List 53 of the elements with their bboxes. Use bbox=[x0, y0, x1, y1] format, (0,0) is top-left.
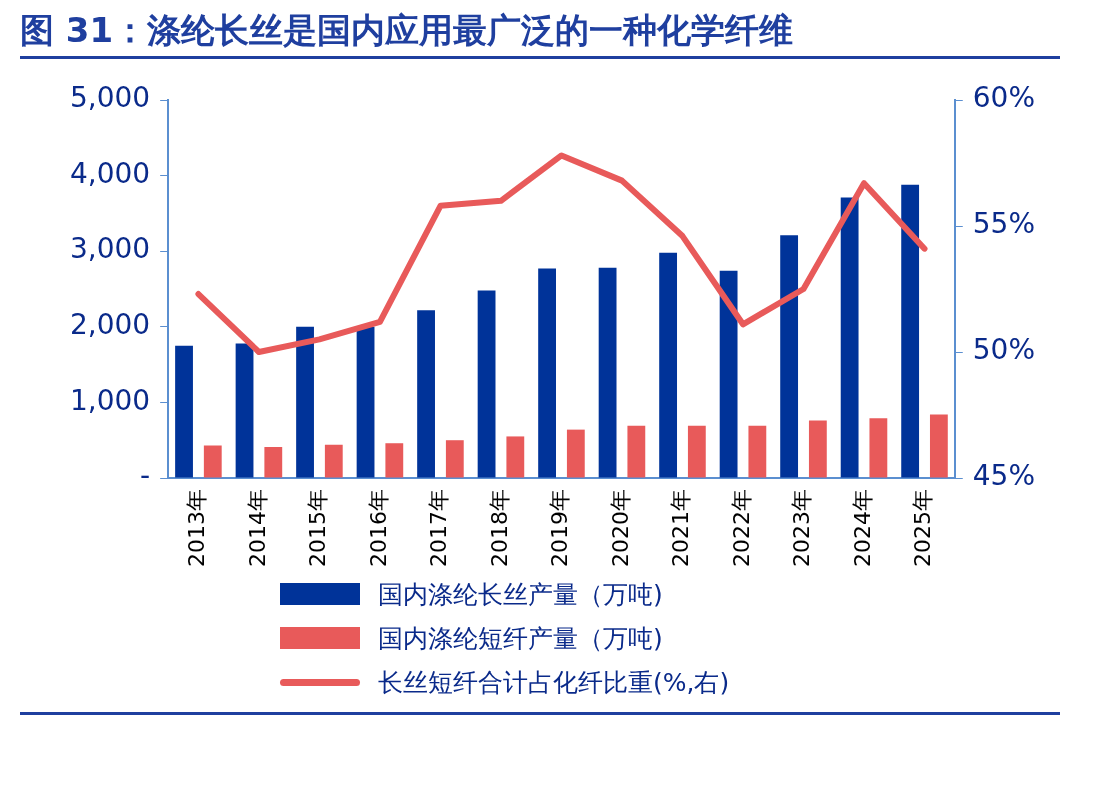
bar bbox=[417, 310, 435, 478]
bar bbox=[235, 343, 254, 478]
x-tick-label: 2021年 bbox=[668, 489, 694, 568]
y2-tick-label: 55% bbox=[972, 207, 1035, 241]
legend-label: 长丝短纤合计占化纤比重(%,右) bbox=[378, 666, 730, 699]
bar bbox=[808, 420, 827, 478]
bar bbox=[477, 290, 496, 478]
bar bbox=[175, 345, 193, 478]
chart-title: 图 31：涤纶长丝是国内应用最广泛的一种化学纤维 bbox=[20, 9, 794, 52]
x-tick-label: 2015年 bbox=[305, 489, 331, 568]
bar bbox=[324, 444, 343, 478]
bar bbox=[203, 445, 222, 478]
y2-tick-label: 50% bbox=[972, 333, 1035, 367]
x-tick-label: 2020年 bbox=[607, 489, 633, 568]
y-tick-label: - bbox=[140, 459, 151, 493]
bar bbox=[719, 270, 738, 478]
bar bbox=[506, 436, 525, 478]
bar bbox=[264, 447, 283, 478]
bar bbox=[659, 252, 678, 478]
y-tick-label: 3,000 bbox=[69, 232, 151, 266]
legend-label: 国内涤纶长丝产量（万吨) bbox=[378, 578, 663, 611]
x-tick-label: 2025年 bbox=[910, 489, 936, 568]
x-tick-label: 2023年 bbox=[789, 489, 815, 568]
bar bbox=[538, 268, 556, 478]
x-tick-label: 2022年 bbox=[728, 489, 754, 568]
bar bbox=[566, 429, 585, 478]
bar bbox=[929, 414, 948, 478]
bar bbox=[627, 425, 646, 478]
y-tick-label: 5,000 bbox=[69, 81, 151, 115]
legend-label: 国内涤纶短纤产量（万吨) bbox=[378, 622, 663, 655]
bar bbox=[598, 267, 617, 478]
bar bbox=[780, 235, 799, 478]
y-tick-label: 1,000 bbox=[69, 383, 151, 417]
x-tick-label: 2017年 bbox=[426, 489, 452, 568]
x-tick-label: 2016年 bbox=[365, 489, 391, 568]
y2-tick-label: 60% bbox=[972, 81, 1035, 115]
bar bbox=[748, 425, 767, 478]
bar bbox=[445, 440, 464, 478]
bar bbox=[296, 326, 314, 478]
x-tick-label: 2019年 bbox=[547, 489, 573, 568]
bar bbox=[901, 184, 920, 478]
x-tick-label: 2013年 bbox=[184, 489, 210, 568]
y-tick-label: 4,000 bbox=[69, 156, 151, 190]
y2-tick-label: 45% bbox=[972, 459, 1035, 493]
x-tick-label: 2024年 bbox=[849, 489, 875, 568]
bar bbox=[356, 326, 375, 478]
bar bbox=[385, 443, 404, 478]
bar bbox=[869, 418, 888, 478]
x-tick-label: 2018年 bbox=[486, 489, 512, 568]
y-tick-label: 2,000 bbox=[69, 308, 151, 342]
bar bbox=[840, 197, 859, 478]
bar bbox=[687, 425, 706, 478]
x-tick-label: 2014年 bbox=[244, 489, 270, 568]
